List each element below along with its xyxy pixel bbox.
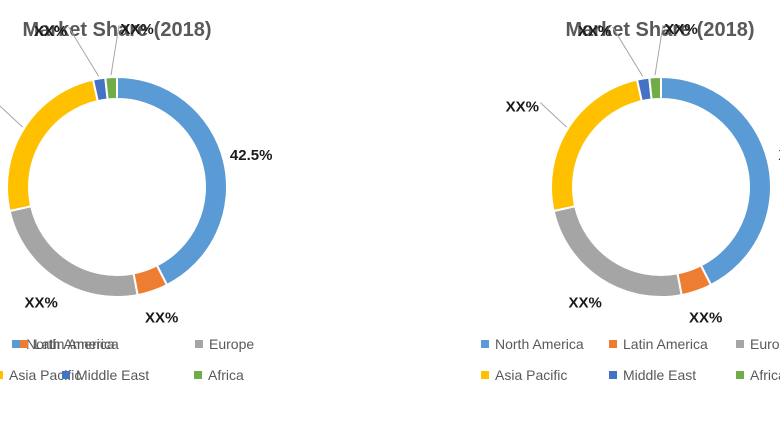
legend-label-latin-america-left: Latin America [34, 336, 119, 352]
legend-label-latin-america-right: Latin America [623, 336, 708, 352]
data-label-north-america-left: 42.5% [230, 147, 273, 164]
leader-line-africa-left [110, 25, 120, 76]
data-label-africa-left: XX% [120, 21, 153, 38]
data-label-north-america-right: XX% [779, 147, 780, 164]
donut-chart-left-svg: Market Share (2018) 42.5%XX%XX%XX%XX%XX%… [0, 19, 273, 383]
chart-title-left: Market Share (2018) [23, 19, 212, 41]
slice-europe-right [552, 205, 683, 298]
leader-line-asia-pacific-right [540, 102, 567, 128]
legend-swatch-middle-east-right [609, 371, 617, 379]
legend-label-asia-pacific-left: Asia Pacific [9, 367, 81, 383]
legend-swatch-middle-east-left [62, 371, 70, 379]
data-label-latin-america-left: XX% [145, 310, 178, 327]
legend-swatch-asia-pacific-right [481, 371, 489, 379]
data-label-europe-right: XX% [569, 294, 602, 311]
data-label-europe-left: XX% [25, 294, 58, 311]
slice-north-america-left [116, 75, 228, 287]
slice-north-america-right [660, 75, 772, 287]
legend-swatch-asia-pacific-left [0, 371, 3, 379]
data-label-latin-america-right: XX% [689, 310, 722, 327]
legend-label-europe-right: Europe [750, 336, 780, 352]
legend-label-north-america-left: North America [26, 336, 115, 352]
legend-swatch-africa-right [736, 371, 744, 379]
leader-line-africa-right [654, 25, 664, 76]
slice-asia-pacific-left [6, 78, 99, 213]
legend-label-asia-pacific-right: Asia Pacific [495, 367, 567, 383]
legend-label-africa-left: Africa [208, 367, 244, 383]
slice-asia-pacific-right [550, 78, 643, 213]
data-label-asia-pacific-right: XX% [506, 99, 539, 116]
leader-line-asia-pacific-left [0, 105, 23, 128]
legend-label-north-america-right: North America [495, 336, 584, 352]
data-label-middle-east-left: XX% [34, 23, 67, 40]
legend-swatch-europe-left [195, 340, 203, 348]
leader-line-middle-east-right [612, 26, 644, 77]
donut-chart-right: Market Share (2018) XX% XX% XX% XX% XX% XX% No… [390, 0, 780, 440]
legend-label-middle-east-right: Middle East [623, 367, 696, 383]
legend-label-africa-right: Africa [750, 367, 780, 383]
leader-line-middle-east-left [68, 26, 100, 77]
donut-chart-right-svg: Market Share (2018) XX% XX% XX% XX% XX% XX% No… [481, 19, 780, 383]
legend-swatch-north-america-right [481, 340, 489, 348]
legend-swatch-latin-america-left [20, 340, 28, 348]
data-label-africa-right: XX% [664, 21, 697, 38]
legend-label-europe-left: Europe [209, 336, 254, 352]
legend-swatch-north-america-left [12, 340, 20, 348]
data-label-middle-east-right: XX% [578, 23, 611, 40]
legend-label-middle-east-left: Middle East [76, 367, 149, 383]
chart-title-right: Market Share (2018) [566, 19, 755, 41]
slice-europe-left [8, 205, 139, 298]
slice-africa-left [104, 75, 118, 101]
legend-swatch-africa-left [194, 371, 202, 379]
legend-swatch-latin-america-right [609, 340, 617, 348]
legend-swatch-europe-right [736, 340, 744, 348]
donut-chart-left: Market Share (2018) 42.5%XX%XX%XX%XX%XX%… [0, 19, 273, 383]
slice-africa-right [648, 75, 662, 101]
